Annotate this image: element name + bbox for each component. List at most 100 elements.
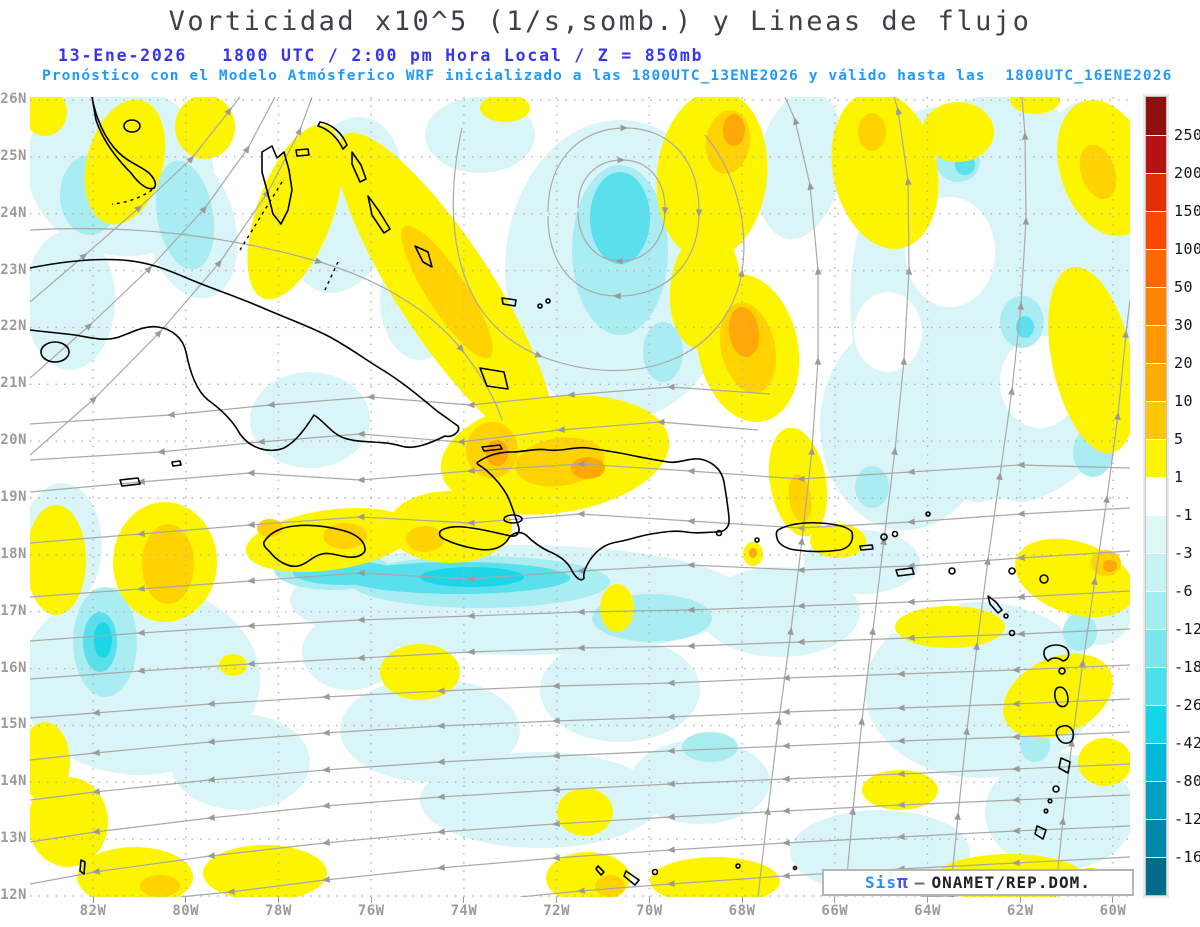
watermark-sis: Sis [865,873,897,892]
anegada [925,511,931,517]
colorbar-label: 1 [1174,468,1184,486]
crooked-island [414,245,433,268]
curacao [623,870,640,886]
great-inagua [479,367,509,390]
caicos-islands [545,298,551,304]
gonave-island [503,514,523,524]
colorbar-label: -6 [1174,582,1194,600]
lon-tick [556,897,558,903]
lat-label: 19N [0,488,27,505]
colorbar-segment [1146,325,1166,363]
colorbar-segment [1146,249,1166,287]
lat-label: 24N [0,204,27,221]
lon-label: 70W [635,903,663,919]
watermark-separator: – [914,873,926,892]
colorbar-label: -80 [1174,772,1200,790]
colorbar-label: 200 [1174,164,1200,182]
cat-island [351,151,367,183]
colorbar-label: -26 [1174,696,1200,714]
tortola [891,530,899,538]
isla-juventud [40,341,70,363]
colorbar-label: 5 [1174,430,1184,448]
colorbar-segment [1146,211,1166,249]
lon-tick [277,897,279,903]
colorbar-segment [1146,857,1166,895]
antigua [1039,574,1049,584]
lon-tick [370,897,372,903]
grand-cayman [119,477,141,487]
grenada [1034,825,1047,840]
lon-tick [741,897,743,903]
watermark-box: Sisπ – ONAMET/REP.DOM. [822,869,1134,896]
lon-tick [648,897,650,903]
marie-galante [1058,667,1066,675]
colorbar-segment [1146,553,1166,591]
colorbar-segment [1146,819,1166,857]
colorbar-label: -12 [1174,620,1200,638]
caribbean-map [30,97,1130,897]
st-croix [895,567,915,577]
colorbar-segment [1146,97,1166,135]
nevis [1003,613,1009,619]
lon-label: 64W [914,903,941,919]
watermark-pi-icon: π [896,872,909,893]
colorbar-segment [1146,515,1166,553]
lat-label: 22N [0,318,27,335]
forecast-subtitle: Pronóstico con el Modelo Atmósferico WRF… [42,68,1173,84]
colorbar-label: -160 [1174,848,1200,866]
aruba [595,865,605,876]
martinique [1055,724,1075,745]
st-martin [948,567,956,575]
florida-coast [91,97,157,190]
eleuthera [317,121,348,150]
bonaire [651,868,659,876]
page-title: Vorticidad x10^5 (1/s,somb.) y Lineas de… [168,6,1032,37]
mayaguana [501,297,517,307]
cuba-coast [30,258,460,452]
colorbar-segment [1146,781,1166,819]
andros-island [261,145,293,225]
lat-label: 12N [0,886,27,903]
colorbar-label: -1 [1174,506,1194,524]
puerto-rico-coast [775,521,854,553]
lon-label: 62W [1006,903,1034,919]
lon-label: 68W [728,903,756,919]
colorbar-label: 20 [1174,354,1194,372]
new-providence [295,148,310,157]
colorbar-label: 250 [1174,126,1200,144]
saona-island [715,529,723,537]
las-aves [735,863,741,869]
colorbar-label: 100 [1174,240,1200,258]
watermark-org: ONAMET/REP.DOM. [931,873,1091,892]
vieques [859,544,874,551]
lat-label: 16N [0,659,27,676]
lon-tick [834,897,836,903]
colorbar-segment [1146,629,1166,667]
colorbar-label: -18 [1174,658,1200,676]
lat-label: 23N [0,261,27,278]
lat-label: 17N [0,602,27,619]
los-roques [792,865,798,871]
lat-label: 25N [0,147,27,164]
grenadines-1 [1047,798,1053,804]
little-cayman [171,460,182,467]
colorbar-label: -42 [1174,734,1200,752]
st-kitts [987,595,1003,614]
mona-island [754,537,760,543]
streamlines [30,97,1130,897]
colorbar-label: 10 [1174,392,1194,410]
colorbar-label: -120 [1174,810,1200,828]
lon-label: 80W [172,903,200,919]
colorbar-label: -3 [1174,544,1194,562]
colorbar-label: 150 [1174,202,1200,220]
hispaniola-coast [438,446,730,581]
datetime-subtitle: 13-Ene-2026 1800 UTC / 2:00 pm Hora Loca… [58,46,704,65]
lon-label: 82W [79,903,107,919]
colorbar-segment [1146,401,1166,439]
ragged-island-chain [323,261,339,293]
colorbar-segment [1146,363,1166,401]
tortue-island [481,444,503,452]
lon-tick [1112,897,1114,903]
colorbar-label: 50 [1174,278,1194,296]
